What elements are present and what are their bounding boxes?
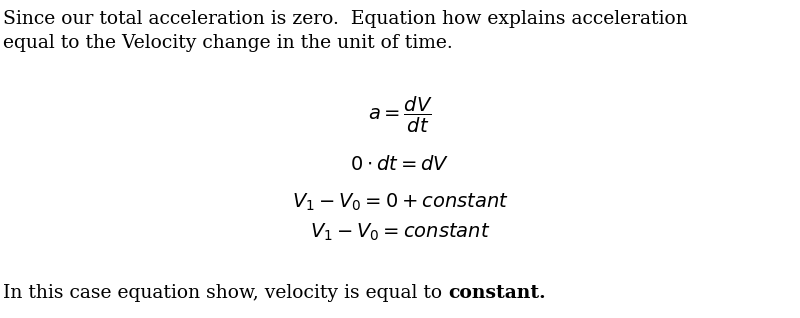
- Text: $a = \dfrac{dV}{dt}$: $a = \dfrac{dV}{dt}$: [368, 95, 432, 135]
- Text: In this case equation show, velocity is equal to: In this case equation show, velocity is …: [3, 284, 448, 302]
- Text: $V_1 - V_0 = \mathit{constant}$: $V_1 - V_0 = \mathit{constant}$: [310, 222, 490, 243]
- Text: $V_1 - V_0 = 0 + \mathit{constant}$: $V_1 - V_0 = 0 + \mathit{constant}$: [292, 192, 508, 213]
- Text: Since our total acceleration is zero.  Equation how explains acceleration: Since our total acceleration is zero. Eq…: [3, 10, 688, 28]
- Text: equal to the Velocity change in the unit of time.: equal to the Velocity change in the unit…: [3, 34, 453, 52]
- Text: constant.: constant.: [448, 284, 546, 302]
- Text: $0 \cdot dt = dV$: $0 \cdot dt = dV$: [350, 155, 450, 174]
